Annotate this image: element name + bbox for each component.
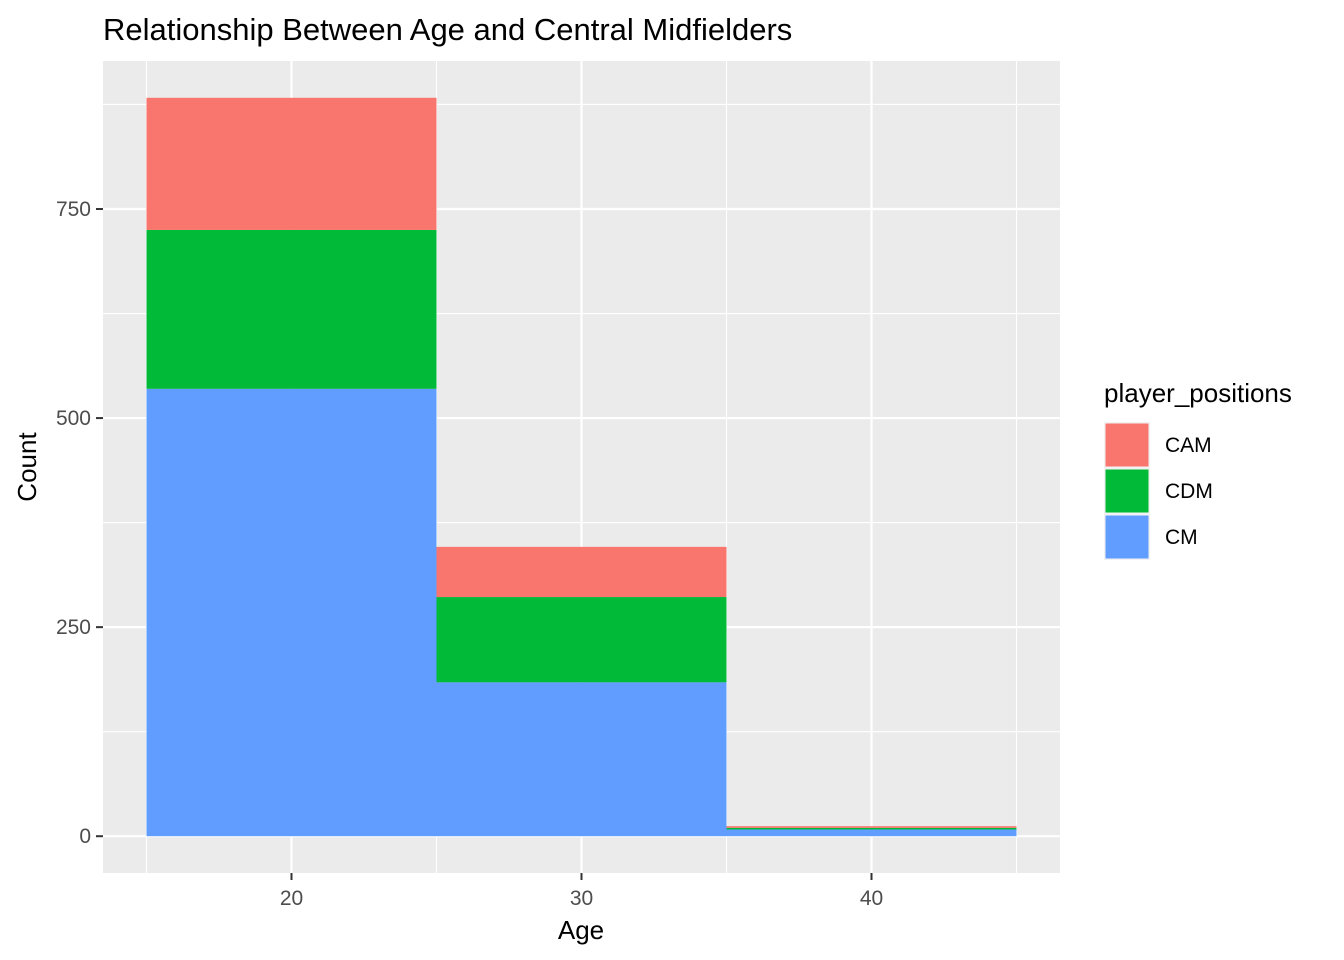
- legend-swatch-cdm: [1105, 469, 1149, 513]
- y-axis-title: Count: [12, 432, 42, 502]
- bar-cdm-bin-2: [436, 597, 727, 683]
- y-tick-label: 750: [56, 198, 91, 221]
- legend-label-cam: CAM: [1165, 434, 1212, 457]
- y-tick-label: 500: [56, 407, 91, 430]
- chart-title: Relationship Between Age and Central Mid…: [103, 12, 792, 47]
- legend-label-cdm: CDM: [1165, 480, 1213, 503]
- y-axis: 0 250 500 750: [56, 198, 103, 848]
- x-tick-label: 20: [280, 887, 303, 910]
- legend-title: player_positions: [1104, 378, 1292, 408]
- legend: player_positions CAM CDM CM: [1104, 378, 1292, 560]
- y-tick-label: 0: [79, 825, 91, 848]
- x-tick-label: 30: [570, 887, 593, 910]
- x-tick-label: 40: [860, 887, 883, 910]
- bar-cm-bin-1: [146, 388, 437, 837]
- bar-cdm-bin-1: [146, 229, 437, 389]
- bar-cdm-bin-3: [726, 827, 1017, 830]
- bar-cam-bin-3: [726, 826, 1017, 828]
- y-tick-label: 250: [56, 616, 91, 639]
- legend-label-cm: CM: [1165, 526, 1198, 549]
- legend-swatch-cm: [1105, 515, 1149, 559]
- x-axis-title: Age: [558, 915, 604, 945]
- bars: [146, 97, 1017, 837]
- legend-swatch-cam: [1105, 423, 1149, 467]
- bar-cam-bin-1: [146, 97, 437, 230]
- bar-cam-bin-2: [436, 546, 727, 598]
- bar-cm-bin-3: [726, 829, 1017, 837]
- bar-cm-bin-2: [436, 682, 727, 837]
- x-axis: 20 30 40: [280, 873, 883, 910]
